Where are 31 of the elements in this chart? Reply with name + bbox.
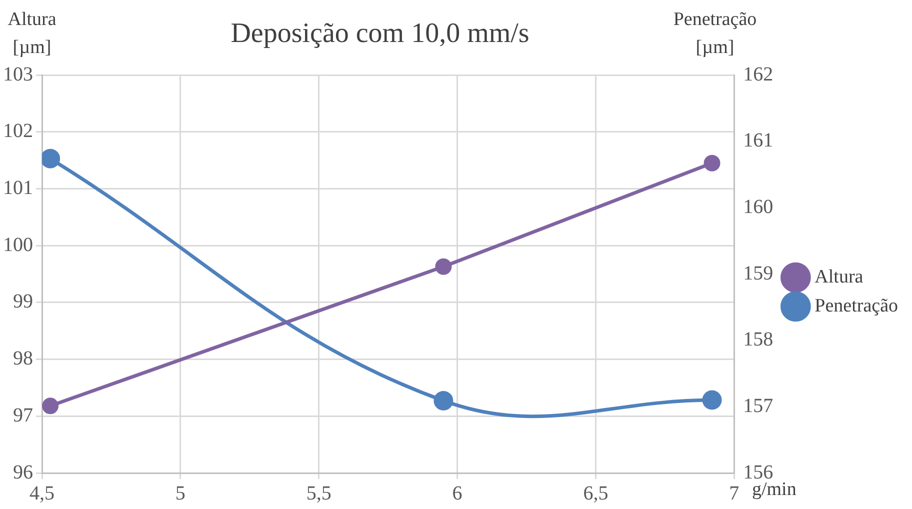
y-tick-label: 101: [3, 176, 33, 199]
y-tick-label: 98: [13, 348, 33, 370]
point: [435, 258, 452, 275]
x-tick-label: 4,5: [30, 482, 54, 504]
x-tick-label: 5,5: [306, 482, 332, 504]
y-tick-label: 97: [13, 404, 33, 426]
y2-tick-label: 161: [743, 130, 774, 152]
legend-label: Penetração: [814, 295, 898, 316]
point: [42, 398, 59, 414]
point: [42, 148, 60, 168]
y2-tick-label: 159: [743, 262, 774, 284]
y2-tick-label: 158: [743, 328, 774, 351]
y-tick-label: 96: [13, 461, 33, 484]
y-tick-label: 103: [3, 63, 33, 86]
y-tick-label: 102: [3, 120, 33, 142]
y2-axis-title: Penetração [µm]: [672, 8, 758, 60]
y2-tick-label: 162: [743, 63, 774, 86]
x-tick-label: 7: [729, 482, 740, 504]
y-tick-label: 99: [13, 290, 33, 313]
y2-tick-label: 160: [743, 196, 774, 218]
y-axis-title: Altura [µm]: [6, 8, 58, 60]
x-tick-label: 5: [175, 482, 186, 504]
point: [434, 390, 454, 410]
point: [702, 390, 722, 410]
legend-label: Altura: [814, 266, 864, 288]
point: [704, 154, 720, 172]
y2-tick-label: 157: [743, 394, 774, 417]
chart-title: Deposição com 10,0 mm/s: [230, 17, 530, 51]
x-tick-label: 6: [452, 482, 462, 504]
y-tick-label: 100: [3, 234, 33, 256]
x-tick-label: 6,5: [583, 482, 608, 504]
